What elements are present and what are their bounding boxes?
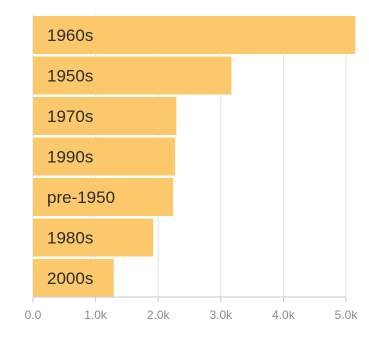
x-tick-label-0: 0.0 — [25, 308, 42, 322]
bar-pre-1950[interactable] — [33, 178, 174, 216]
bar-1970s[interactable] — [33, 97, 177, 135]
x-tick-label-5: 5.0k — [335, 308, 359, 322]
x-tick-label-4: 4.0k — [272, 308, 296, 322]
x-tick-label-3: 3.0k — [209, 308, 233, 322]
bar-1990s[interactable] — [33, 137, 176, 176]
bar-label-pre-1950: pre-1950 — [47, 188, 115, 207]
bar-1950s[interactable] — [33, 56, 232, 95]
bar-label-2000s: 2000s — [47, 269, 93, 288]
bar-label-1970s: 1970s — [47, 107, 93, 126]
bar-1960s[interactable] — [33, 16, 356, 54]
bar-2000s[interactable] — [33, 259, 114, 297]
x-tick-label-2: 2.0k — [147, 308, 171, 322]
x-tick-label-1: 1.0k — [84, 308, 108, 322]
x-axis: 0.0 1.0k 2.0k 3.0k 4.0k 5.0k — [25, 296, 359, 322]
bar-label-1980s: 1980s — [47, 229, 93, 248]
bar-1980s[interactable] — [33, 218, 154, 257]
bar-label-1960s: 1960s — [47, 26, 93, 45]
bars: 1960s 1950s 1970s 1990s pre-1950 1980s 2000s — [33, 16, 356, 297]
bar-label-1950s: 1950s — [47, 67, 93, 86]
bar-label-1990s: 1990s — [47, 148, 93, 167]
